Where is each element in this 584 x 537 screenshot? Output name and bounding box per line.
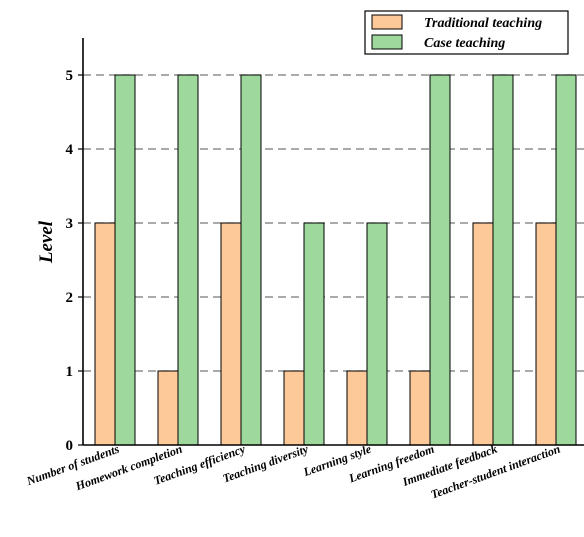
bar-traditional-3 <box>283 370 305 446</box>
y-axis-label: Level <box>36 220 57 264</box>
bar-traditional-2 <box>220 222 242 446</box>
x-tick-label-1: Homework completion <box>73 442 185 494</box>
axes <box>82 38 584 446</box>
y-tick-label-1: 1 <box>66 364 74 380</box>
bar-traditional-0 <box>94 222 116 446</box>
bar-traditional-6 <box>472 222 494 446</box>
y-tick-label-2: 2 <box>66 290 74 306</box>
bar-traditional-1 <box>157 370 179 446</box>
y-tick-label-0: 0 <box>66 438 74 454</box>
legend-label-traditional: Traditional teaching <box>424 16 542 31</box>
bar-case-1 <box>177 74 199 446</box>
bar-traditional-5 <box>409 370 431 446</box>
legend-swatch-traditional <box>371 14 403 30</box>
bar-case-0 <box>114 74 136 446</box>
y-tick-label-5: 5 <box>66 68 74 84</box>
bar-traditional-4 <box>346 370 368 446</box>
bar-case-5 <box>429 74 451 446</box>
y-tick-label-3: 3 <box>66 216 74 232</box>
bar-case-6 <box>492 74 514 446</box>
legend-swatch-case <box>371 34 403 50</box>
y-ticks: 0 1 2 3 4 5 <box>66 68 83 454</box>
legend-label-case: Case teaching <box>424 36 505 51</box>
bar-traditional-7 <box>535 222 557 446</box>
bar-case-3 <box>303 222 325 446</box>
bars <box>94 74 577 446</box>
bar-case-2 <box>240 74 262 446</box>
y-tick-label-4: 4 <box>66 142 74 158</box>
bar-case-4 <box>366 222 388 446</box>
bar-case-7 <box>555 74 577 446</box>
legend: Traditional teaching Case teaching <box>364 10 569 55</box>
